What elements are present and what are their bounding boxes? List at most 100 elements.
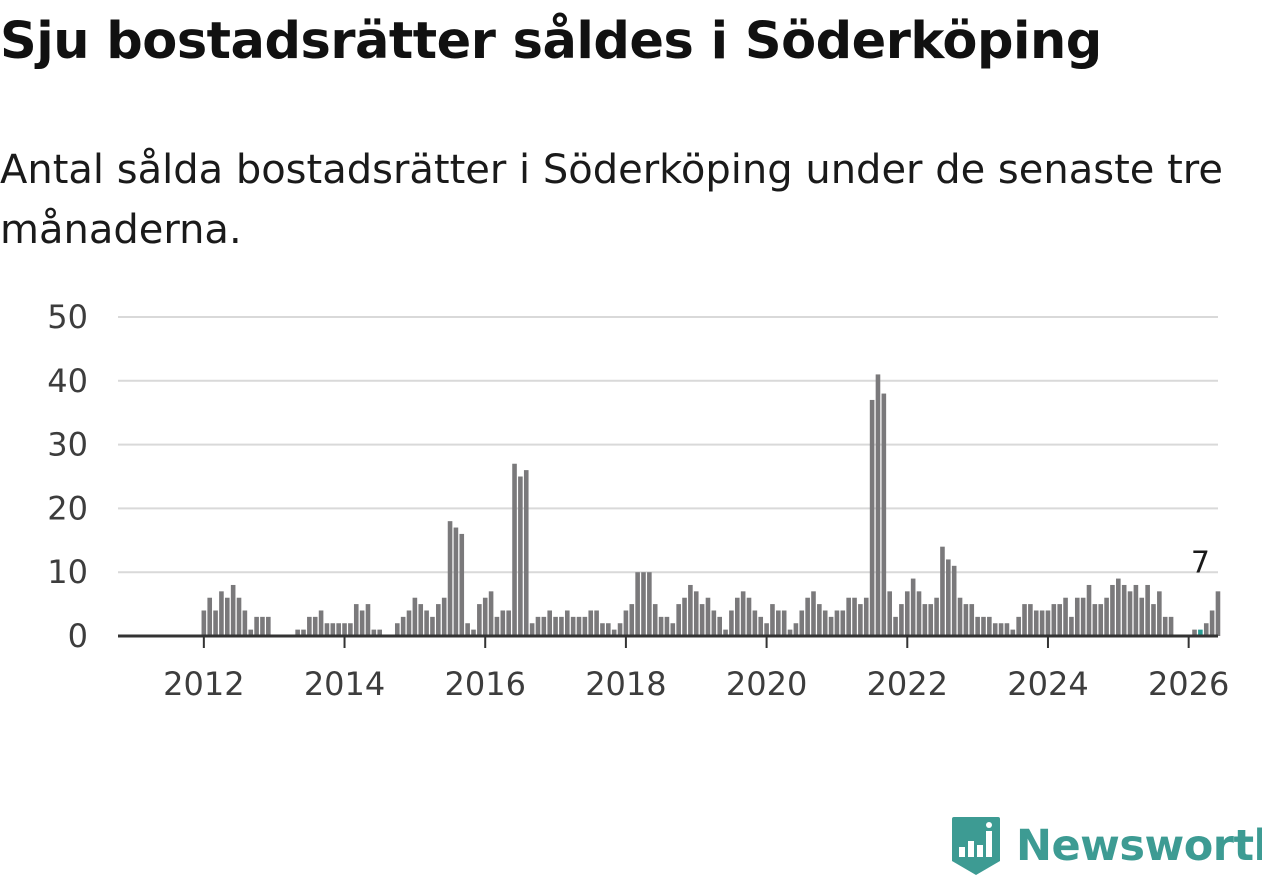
bar (764, 623, 769, 636)
highlight-value-label: 7 (1191, 545, 1210, 580)
bar (1074, 597, 1080, 636)
bar (992, 623, 998, 636)
x-tick-label-2026: 2026 (1148, 665, 1229, 703)
bar (576, 616, 582, 636)
bar (734, 597, 740, 636)
bar (893, 616, 898, 636)
bar (242, 610, 248, 636)
bar (1151, 604, 1156, 636)
bar (1057, 604, 1062, 636)
bar (688, 584, 693, 636)
bar (834, 610, 840, 636)
bar (647, 572, 652, 636)
x-tick-label-2012: 2012 (163, 665, 244, 703)
bar (1192, 629, 1197, 636)
bar-chart: 0 10 20 30 40 50 2012 2014 2016 2018 2020 2022 2024 2… (47, 298, 1229, 703)
bar (875, 374, 881, 636)
bar (904, 591, 910, 636)
bar (1098, 604, 1104, 636)
bar (559, 616, 564, 636)
bar (729, 610, 734, 636)
bar (934, 597, 939, 636)
axes (118, 634, 1218, 648)
bar (846, 597, 851, 636)
bar (928, 604, 934, 636)
bar (711, 610, 717, 636)
bar (852, 597, 857, 636)
y-tick-label-40: 40 (47, 362, 88, 400)
bar (705, 597, 711, 636)
bar (946, 559, 951, 636)
bar (553, 616, 558, 636)
brand-name: Newsworthy (1016, 821, 1262, 871)
bar (512, 463, 517, 636)
chart-title: Sju bostadsrätter såldes i Söderköping (0, 12, 1102, 71)
bar (617, 623, 623, 636)
bar (975, 616, 980, 636)
bar (564, 610, 570, 636)
bar (424, 610, 429, 636)
bar (799, 610, 805, 636)
bar (822, 610, 828, 636)
bar (1039, 610, 1045, 636)
bar (359, 610, 365, 636)
bar (611, 629, 617, 636)
y-tick-label-10: 10 (47, 553, 88, 591)
bar (307, 616, 312, 636)
bar (260, 616, 265, 636)
bar (770, 604, 775, 636)
bar (248, 629, 254, 636)
bar (224, 597, 230, 636)
bar (418, 604, 424, 636)
bar (840, 610, 846, 636)
bar (1033, 610, 1039, 636)
bar (371, 629, 377, 636)
bar (746, 597, 752, 636)
bar (588, 610, 594, 636)
bar (447, 521, 453, 636)
bar (330, 623, 336, 636)
bar (740, 591, 746, 636)
bar (969, 604, 975, 636)
bar (207, 597, 213, 636)
bar (324, 623, 330, 636)
bar (547, 610, 552, 636)
bar (1110, 584, 1115, 636)
bar (869, 399, 875, 636)
bar (570, 616, 576, 636)
bar (1045, 610, 1051, 636)
bar (535, 616, 541, 636)
bar (506, 610, 511, 636)
bar (1028, 604, 1033, 636)
bar (723, 629, 728, 636)
x-tick-label-2024: 2024 (1007, 665, 1088, 703)
bar (693, 591, 699, 636)
bar (887, 591, 892, 636)
bar (230, 584, 236, 636)
bar (336, 623, 341, 636)
bar (430, 616, 435, 636)
bar (1063, 597, 1068, 636)
bar (670, 623, 676, 636)
bar (1121, 584, 1127, 636)
bar (963, 604, 969, 636)
bar (635, 572, 640, 636)
y-tick-label-30: 30 (47, 426, 88, 464)
bar (652, 604, 658, 636)
bar (1022, 604, 1027, 636)
bar (594, 610, 599, 636)
bar (236, 597, 242, 636)
bar (805, 597, 810, 636)
bar (793, 623, 799, 636)
newsworthy-logo-icon (952, 817, 1000, 875)
bar (213, 610, 218, 636)
bar (1133, 584, 1139, 636)
bar (353, 604, 359, 636)
bar (1004, 623, 1010, 636)
bar (1145, 584, 1150, 636)
bar (471, 629, 476, 636)
bar (365, 604, 371, 636)
bar (523, 470, 529, 636)
bar (541, 616, 547, 636)
bar (377, 629, 382, 636)
